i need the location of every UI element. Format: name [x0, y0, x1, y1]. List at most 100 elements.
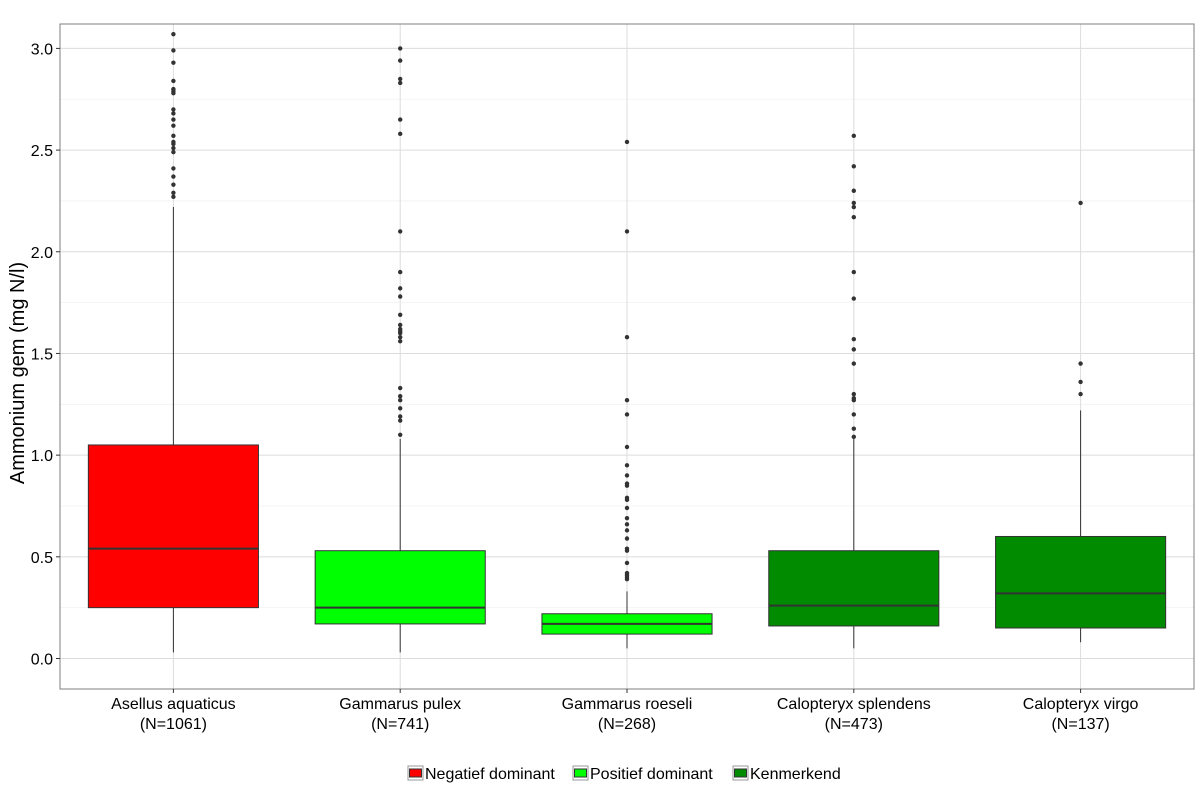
outlier-point	[171, 139, 176, 145]
iqr-box	[995, 535, 1167, 629]
outlier-point	[624, 570, 630, 576]
y-tick-label: 1.0	[31, 448, 53, 465]
y-axis-label: Ammonium gem (mg N/l)	[7, 262, 29, 484]
outlier-point	[624, 334, 630, 340]
outlier-point	[171, 133, 176, 139]
outlier-point	[171, 190, 176, 195]
x-tick-label: Gammarus roeseli	[562, 696, 693, 713]
outlier-point	[398, 76, 403, 82]
outlier-point	[171, 78, 176, 84]
x-tick-label: Asellus aquaticus	[111, 696, 236, 713]
outlier-point	[1078, 361, 1083, 366]
outlier-point	[851, 204, 856, 210]
outlier-point	[851, 296, 856, 301]
legend-label: Kenmerkend	[750, 766, 841, 783]
legend-item-kenmerkend: Kenmerkend	[732, 765, 841, 783]
outlier-point	[624, 528, 630, 533]
outlier-point	[398, 334, 403, 340]
legend-item-negatief-dominant: Negatief dominant	[407, 765, 555, 783]
outlier-point	[851, 188, 856, 193]
x-tick-count-label: (N=741)	[371, 716, 429, 733]
outlier-point	[624, 473, 630, 478]
box-calopteryx-virgo	[995, 200, 1167, 643]
legend-item-positief-dominant: Positief dominant	[572, 765, 713, 783]
legend: Negatief dominant Positief dominant Kenmer…	[407, 765, 841, 783]
outlier-point	[171, 86, 176, 92]
axis-layer: 0.0 0.5 1.0 1.5 2.0 2.5 3.0 Asellus aquaticus (N…	[31, 23, 1195, 733]
outlier-point	[398, 269, 403, 275]
outlier-point	[851, 361, 856, 366]
outlier-point	[171, 48, 176, 53]
y-tick-label: 0.0	[31, 651, 53, 668]
outlier-point	[398, 414, 403, 419]
outlier-point	[171, 166, 176, 171]
outlier-point	[398, 80, 403, 86]
legend-swatch	[734, 768, 747, 778]
y-tick-label: 3.0	[31, 41, 53, 58]
box-asellus-aquaticus	[87, 31, 259, 653]
outlier-point	[624, 522, 630, 527]
outlier-point	[624, 444, 630, 450]
outlier-point	[624, 139, 630, 145]
outlier-point	[851, 412, 856, 417]
y-tick-label: 2.0	[31, 245, 53, 262]
outlier-point	[398, 58, 403, 63]
box-gammarus-roeseli	[541, 139, 713, 649]
outlier-point	[171, 194, 176, 200]
outlier-point	[171, 117, 176, 122]
x-tick-label: Gammarus pulex	[339, 696, 461, 713]
outlier-point	[624, 398, 630, 403]
outlier-point	[851, 269, 856, 275]
x-tick-label: Calopteryx splendens	[777, 696, 931, 713]
box-calopteryx-splendens	[768, 133, 940, 649]
outlier-point	[398, 432, 403, 437]
outlier-point	[398, 322, 403, 328]
x-tick-label: Calopteryx virgo	[1023, 696, 1139, 713]
outlier-point	[624, 495, 630, 501]
x-tick-count-label: (N=1061)	[140, 716, 207, 733]
outlier-point	[851, 395, 856, 401]
outlier-point	[398, 46, 403, 51]
outlier-point	[398, 286, 403, 291]
outlier-point	[171, 182, 176, 187]
outlier-point	[171, 107, 176, 112]
outlier-point	[398, 406, 403, 411]
x-tick-count-label: (N=268)	[598, 716, 656, 733]
legend-swatch	[574, 768, 587, 778]
outlier-point	[624, 481, 630, 486]
outlier-point	[624, 505, 630, 511]
outlier-point	[851, 426, 856, 431]
outlier-point	[624, 463, 630, 468]
outlier-point	[398, 312, 403, 318]
legend-label: Negatief dominant	[425, 766, 555, 783]
outlier-point	[171, 31, 176, 37]
y-tick-label: 2.5	[31, 143, 53, 160]
outlier-point	[1078, 379, 1083, 385]
outlier-point	[398, 326, 403, 332]
outlier-point	[851, 133, 856, 139]
outlier-point	[851, 164, 856, 169]
legend-swatch	[409, 768, 422, 778]
outlier-point	[171, 60, 176, 65]
outlier-point	[171, 123, 176, 128]
outlier-point	[624, 560, 630, 566]
outlier-point	[851, 200, 856, 206]
x-tick-count-label: (N=473)	[825, 716, 883, 733]
outlier-point	[624, 229, 630, 234]
outlier-point	[398, 131, 403, 137]
iqr-box	[87, 444, 259, 609]
outlier-point	[624, 412, 630, 417]
legend-label: Positief dominant	[590, 766, 713, 783]
outlier-point	[398, 117, 403, 122]
outlier-point	[398, 339, 403, 344]
outlier-point	[624, 515, 630, 521]
outlier-point	[171, 149, 176, 155]
x-tick-count-label: (N=137)	[1051, 716, 1109, 733]
outlier-point	[171, 174, 176, 179]
outlier-point	[398, 393, 403, 399]
y-tick-label: 1.5	[31, 346, 53, 363]
outlier-point	[398, 398, 403, 403]
box-gammarus-pulex	[314, 46, 486, 653]
outlier-point	[171, 145, 176, 151]
